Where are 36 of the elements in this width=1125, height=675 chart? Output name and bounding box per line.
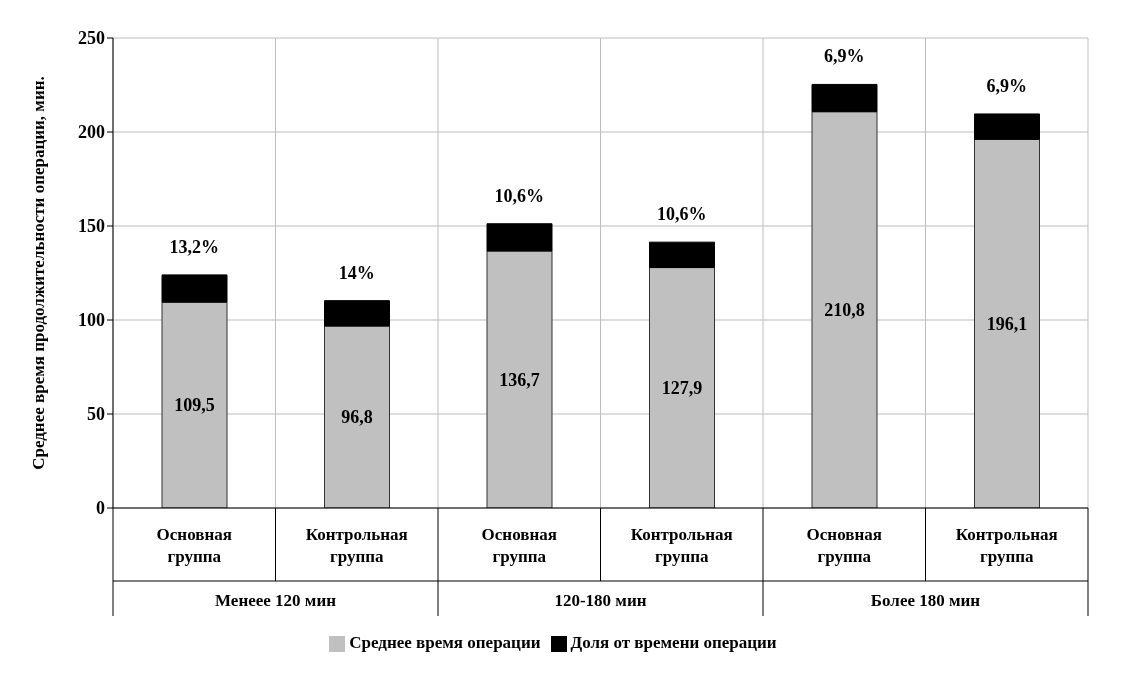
y-tick-label: 100 bbox=[78, 310, 105, 331]
bar bbox=[649, 241, 715, 269]
text: Более 180 мин bbox=[870, 591, 981, 610]
annotation: 6,9% bbox=[986, 75, 1027, 96]
y-tick-label: 150 bbox=[78, 216, 105, 237]
legend-label: Среднее время операции bbox=[349, 633, 541, 652]
annotation: 10,6% bbox=[494, 185, 544, 206]
x-tick-label: Контрольная группа bbox=[955, 525, 1058, 566]
legend-label: Доля от времени операции bbox=[570, 633, 777, 652]
y-axis-title: Среднее время продолжительности операции, мин. bbox=[29, 76, 49, 470]
data-label: 127,9 bbox=[661, 377, 703, 398]
x-tick-label: Контрольная группа bbox=[630, 525, 733, 566]
bar bbox=[161, 274, 228, 303]
bar bbox=[974, 113, 1040, 140]
data-label: 196,1 bbox=[986, 313, 1028, 334]
data-label: 96,8 bbox=[341, 407, 373, 428]
y-tick-label: 50 bbox=[87, 404, 105, 425]
data-label: 210,8 bbox=[824, 299, 865, 320]
x-tick-label: Основная группа bbox=[481, 525, 557, 566]
y-tick-label: 250 bbox=[78, 28, 105, 49]
data-label: 109,5 bbox=[174, 395, 215, 416]
x-tick-label: Контрольная группа bbox=[305, 525, 408, 566]
y-tick-label: 0 bbox=[96, 498, 105, 519]
text: 120-180 мин bbox=[554, 591, 647, 610]
annotation: 14% bbox=[338, 262, 375, 283]
bar bbox=[811, 83, 878, 113]
annotation: 6,9% bbox=[824, 46, 865, 67]
annotation: 13,2% bbox=[169, 236, 219, 257]
y-tick-label: 200 bbox=[78, 122, 105, 143]
bar bbox=[486, 223, 553, 252]
x-tick-label: Основная группа bbox=[806, 525, 882, 566]
data-label: 136,7 bbox=[499, 369, 540, 390]
text: Менеее 120 мин bbox=[215, 591, 337, 610]
x-tick-label: Основная группа bbox=[156, 525, 232, 566]
annotation: 10,6% bbox=[657, 204, 707, 225]
bar bbox=[324, 300, 390, 327]
